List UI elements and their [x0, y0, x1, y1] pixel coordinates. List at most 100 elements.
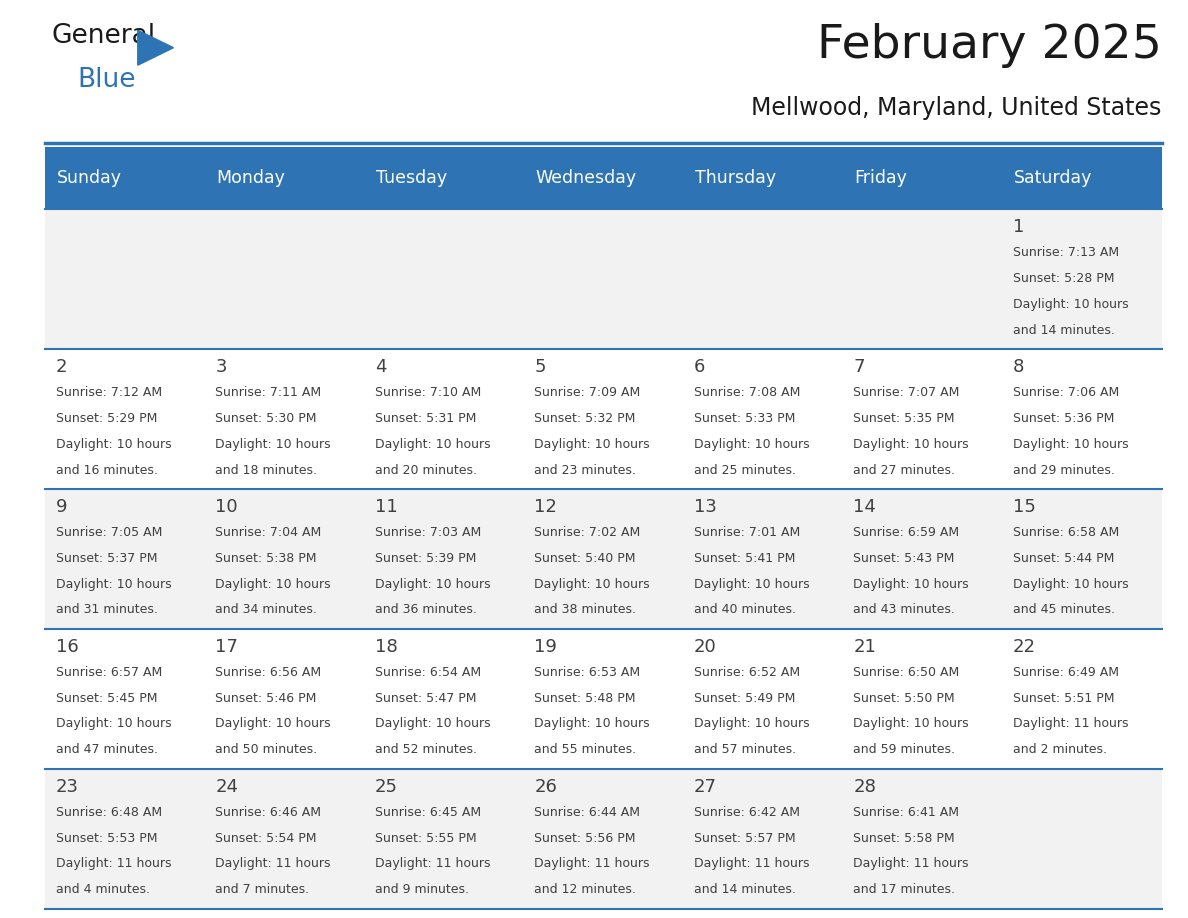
Text: Daylight: 10 hours: Daylight: 10 hours	[535, 438, 650, 451]
Bar	[204, 769, 365, 909]
Text: 3: 3	[215, 358, 227, 376]
Bar	[45, 629, 204, 769]
Text: Sunrise: 7:01 AM: Sunrise: 7:01 AM	[694, 526, 801, 539]
Text: Daylight: 10 hours: Daylight: 10 hours	[694, 577, 809, 590]
Text: Saturday: Saturday	[1015, 169, 1093, 187]
Text: Daylight: 10 hours: Daylight: 10 hours	[853, 577, 969, 590]
Text: Monday: Monday	[216, 169, 285, 187]
Text: Sunset: 5:40 PM: Sunset: 5:40 PM	[535, 552, 636, 565]
Text: and 17 minutes.: and 17 minutes.	[853, 883, 955, 896]
Text: 19: 19	[535, 638, 557, 656]
Bar	[365, 769, 524, 909]
Bar	[1003, 147, 1162, 209]
Text: Daylight: 10 hours: Daylight: 10 hours	[1013, 297, 1129, 311]
Text: Sunset: 5:39 PM: Sunset: 5:39 PM	[375, 552, 476, 565]
Text: Daylight: 11 hours: Daylight: 11 hours	[694, 857, 809, 870]
Text: Sunrise: 6:59 AM: Sunrise: 6:59 AM	[853, 526, 960, 539]
Bar	[204, 147, 365, 209]
Bar	[524, 147, 683, 209]
Text: Sunrise: 6:49 AM: Sunrise: 6:49 AM	[1013, 666, 1119, 678]
Text: Daylight: 10 hours: Daylight: 10 hours	[694, 718, 809, 731]
Text: Daylight: 10 hours: Daylight: 10 hours	[215, 438, 331, 451]
Text: Daylight: 10 hours: Daylight: 10 hours	[375, 718, 491, 731]
Bar	[524, 769, 683, 909]
Text: Daylight: 11 hours: Daylight: 11 hours	[215, 857, 331, 870]
Text: 5: 5	[535, 358, 546, 376]
Text: 16: 16	[56, 638, 78, 656]
Text: and 40 minutes.: and 40 minutes.	[694, 603, 796, 617]
Text: 14: 14	[853, 498, 877, 516]
Text: Sunset: 5:29 PM: Sunset: 5:29 PM	[56, 412, 157, 425]
Bar	[45, 769, 204, 909]
Text: Sunset: 5:58 PM: Sunset: 5:58 PM	[853, 832, 955, 845]
Text: Sunset: 5:47 PM: Sunset: 5:47 PM	[375, 691, 476, 705]
Text: and 25 minutes.: and 25 minutes.	[694, 464, 796, 476]
Text: and 14 minutes.: and 14 minutes.	[1013, 324, 1114, 337]
Text: Daylight: 10 hours: Daylight: 10 hours	[56, 718, 171, 731]
Text: Sunrise: 6:42 AM: Sunrise: 6:42 AM	[694, 806, 800, 819]
Text: Daylight: 10 hours: Daylight: 10 hours	[375, 577, 491, 590]
Bar	[683, 489, 842, 629]
Text: and 43 minutes.: and 43 minutes.	[853, 603, 955, 617]
Text: 11: 11	[375, 498, 398, 516]
Bar	[683, 147, 842, 209]
Bar	[1003, 489, 1162, 629]
Text: and 31 minutes.: and 31 minutes.	[56, 603, 158, 617]
Text: and 14 minutes.: and 14 minutes.	[694, 883, 796, 896]
Text: and 23 minutes.: and 23 minutes.	[535, 464, 637, 476]
Text: 8: 8	[1013, 358, 1024, 376]
Text: Sunrise: 7:02 AM: Sunrise: 7:02 AM	[535, 526, 640, 539]
Bar	[524, 349, 683, 489]
Bar	[683, 769, 842, 909]
Text: 18: 18	[375, 638, 398, 656]
Text: Sunrise: 7:10 AM: Sunrise: 7:10 AM	[375, 386, 481, 399]
Text: and 9 minutes.: and 9 minutes.	[375, 883, 469, 896]
Text: Sunset: 5:33 PM: Sunset: 5:33 PM	[694, 412, 795, 425]
Text: Sunrise: 7:09 AM: Sunrise: 7:09 AM	[535, 386, 640, 399]
Text: Sunrise: 6:54 AM: Sunrise: 6:54 AM	[375, 666, 481, 678]
Text: 4: 4	[375, 358, 386, 376]
Text: Sunrise: 6:48 AM: Sunrise: 6:48 AM	[56, 806, 162, 819]
Bar	[524, 629, 683, 769]
Text: Daylight: 10 hours: Daylight: 10 hours	[535, 577, 650, 590]
Text: Daylight: 10 hours: Daylight: 10 hours	[1013, 577, 1129, 590]
Text: Daylight: 10 hours: Daylight: 10 hours	[853, 438, 969, 451]
Text: Sunset: 5:48 PM: Sunset: 5:48 PM	[535, 691, 636, 705]
Text: Daylight: 10 hours: Daylight: 10 hours	[215, 718, 331, 731]
Bar	[204, 489, 365, 629]
Text: Sunrise: 7:03 AM: Sunrise: 7:03 AM	[375, 526, 481, 539]
Text: Thursday: Thursday	[695, 169, 776, 187]
Text: Sunset: 5:38 PM: Sunset: 5:38 PM	[215, 552, 317, 565]
Text: Sunset: 5:36 PM: Sunset: 5:36 PM	[1013, 412, 1114, 425]
Text: and 34 minutes.: and 34 minutes.	[215, 603, 317, 617]
Bar	[1003, 209, 1162, 349]
Text: Daylight: 10 hours: Daylight: 10 hours	[56, 438, 171, 451]
Text: 26: 26	[535, 778, 557, 796]
Text: 20: 20	[694, 638, 716, 656]
Bar	[365, 629, 524, 769]
Text: Sunrise: 6:57 AM: Sunrise: 6:57 AM	[56, 666, 162, 678]
Text: Sunrise: 7:07 AM: Sunrise: 7:07 AM	[853, 386, 960, 399]
Text: and 20 minutes.: and 20 minutes.	[375, 464, 476, 476]
Text: 9: 9	[56, 498, 68, 516]
Text: Daylight: 10 hours: Daylight: 10 hours	[694, 438, 809, 451]
Text: 1: 1	[1013, 218, 1024, 237]
Bar	[365, 209, 524, 349]
Text: Sunday: Sunday	[57, 169, 122, 187]
Text: Friday: Friday	[854, 169, 908, 187]
Text: Sunset: 5:51 PM: Sunset: 5:51 PM	[1013, 691, 1114, 705]
Text: Wednesday: Wednesday	[536, 169, 637, 187]
Text: Blue: Blue	[77, 67, 135, 93]
Text: and 29 minutes.: and 29 minutes.	[1013, 464, 1114, 476]
Text: and 7 minutes.: and 7 minutes.	[215, 883, 310, 896]
Text: and 38 minutes.: and 38 minutes.	[535, 603, 637, 617]
Text: Sunset: 5:37 PM: Sunset: 5:37 PM	[56, 552, 157, 565]
Text: 21: 21	[853, 638, 877, 656]
Text: 27: 27	[694, 778, 718, 796]
Bar	[842, 209, 1003, 349]
Text: 13: 13	[694, 498, 716, 516]
Bar	[683, 349, 842, 489]
Text: Daylight: 11 hours: Daylight: 11 hours	[375, 857, 491, 870]
Text: Daylight: 10 hours: Daylight: 10 hours	[853, 718, 969, 731]
Text: Daylight: 10 hours: Daylight: 10 hours	[375, 438, 491, 451]
